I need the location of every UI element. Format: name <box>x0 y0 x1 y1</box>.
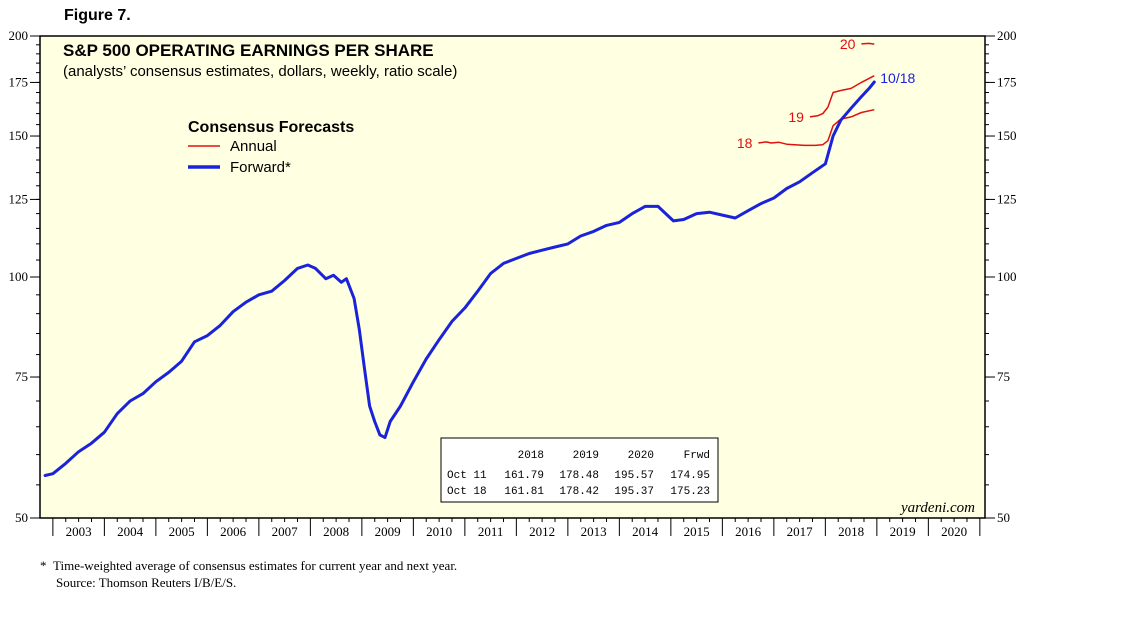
x-tick-label: 2008 <box>323 524 349 539</box>
table-cell: Oct 11 <box>447 470 487 482</box>
table-header-cell: 2020 <box>628 450 654 462</box>
data-table-box <box>440 437 719 503</box>
table-cell: 175.23 <box>670 486 710 498</box>
y-tick-label-left: 150 <box>9 128 29 143</box>
chart-title: S&P 500 OPERATING EARNINGS PER SHARE <box>63 41 434 60</box>
table-cell: 161.79 <box>504 470 544 482</box>
table-cell: 195.37 <box>614 486 654 498</box>
x-tick-label: 2017 <box>787 524 814 539</box>
annual-label-18: 18 <box>737 135 753 151</box>
x-tick-label: 2007 <box>272 524 299 539</box>
table-header-cell: 2018 <box>518 450 544 462</box>
legend-annual-label: Annual <box>230 138 277 155</box>
x-tick-label: 2003 <box>66 524 92 539</box>
x-tick-label: 2004 <box>117 524 144 539</box>
chart-subtitle: (analysts’ consensus estimates, dollars,… <box>63 63 457 80</box>
source-note: Source: Thomson Reuters I/B/E/S. <box>56 575 237 590</box>
y-tick-label-right: 150 <box>997 128 1017 143</box>
series-forward-line <box>43 80 876 477</box>
y-tick-label-right: 100 <box>997 269 1017 284</box>
forward-end-label: 10/18 <box>880 70 915 86</box>
table-cell: 161.81 <box>504 486 544 498</box>
table-header-cell: Frwd <box>684 450 710 462</box>
y-tick-label-left: 125 <box>9 191 29 206</box>
y-tick-label-left: 75 <box>15 369 28 384</box>
y-tick-label-left: 175 <box>9 74 29 89</box>
figure-label: Figure 7. <box>64 7 131 24</box>
y-tick-label-left: 100 <box>9 269 29 284</box>
x-tick-label: 2009 <box>375 524 401 539</box>
x-tick-label: 2011 <box>478 524 504 539</box>
y-tick-label-left: 50 <box>15 510 28 525</box>
x-tick-label: 2016 <box>735 524 762 539</box>
table-cell: Oct 18 <box>447 486 487 498</box>
y-tick-label-right: 200 <box>997 28 1017 43</box>
legend-title: Consensus Forecasts <box>188 119 354 136</box>
data-table: 2018 2019 2020 Frwd Oct 11 161.79 178.48 195.57… <box>440 437 719 503</box>
series-annual-18 <box>758 108 875 147</box>
table-cell: 195.57 <box>614 470 654 482</box>
series-annual-19 <box>809 75 875 118</box>
x-tick-label: 2015 <box>684 524 710 539</box>
x-tick-label: 2019 <box>890 524 916 539</box>
annual-label-20: 20 <box>840 36 856 52</box>
x-tick-label: 2013 <box>581 524 607 539</box>
x-tick-label: 2020 <box>941 524 967 539</box>
x-tick-label: 2005 <box>169 524 195 539</box>
y-tick-label-right: 50 <box>997 510 1010 525</box>
x-tick-label: 2010 <box>426 524 452 539</box>
watermark: yardeni.com <box>899 500 975 516</box>
x-tick-label: 2006 <box>220 524 247 539</box>
footnote: * Time-weighted average of consensus est… <box>40 558 457 574</box>
footnote-symbol: * <box>40 558 47 573</box>
table-header-cell: 2019 <box>573 450 599 462</box>
y-tick-label-right: 175 <box>997 74 1017 89</box>
x-tick-label: 2012 <box>529 524 555 539</box>
x-tick-label: 2018 <box>838 524 864 539</box>
y-tick-label-right: 125 <box>997 191 1017 206</box>
x-tick-label: 2014 <box>632 524 659 539</box>
y-tick-label-right: 75 <box>997 369 1010 384</box>
series-annual-20 <box>861 42 875 45</box>
table-cell: 178.42 <box>559 486 599 498</box>
annual-label-19: 19 <box>788 109 804 125</box>
legend-forward-label: Forward* <box>230 159 291 176</box>
table-cell: 174.95 <box>670 470 710 482</box>
legend: Consensus Forecasts Annual Forward* <box>188 119 354 176</box>
table-cell: 178.48 <box>559 470 599 482</box>
footnote-text: Time-weighted average of consensus estim… <box>53 558 458 573</box>
y-tick-label-left: 200 <box>9 28 29 43</box>
